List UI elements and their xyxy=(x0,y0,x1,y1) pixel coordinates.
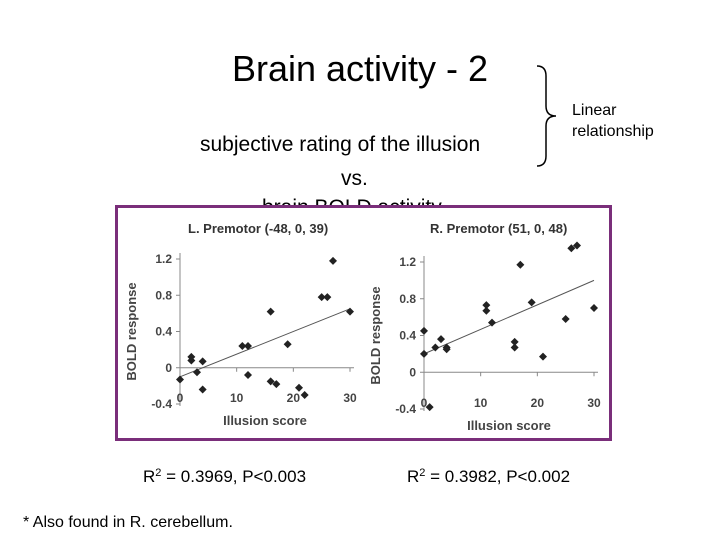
subtitle-line-1: subjective rating of the illusion xyxy=(200,133,481,156)
left-x-tick-label: 20 xyxy=(287,391,301,405)
annotation-note: Linear relationship xyxy=(572,100,654,142)
left-data-point xyxy=(323,293,332,302)
left-scatter-plot: L. Premotor (-48, 0, 39) -0.4 0 0.4 0.8 1.2 0 1… xyxy=(124,221,357,428)
right-x-axis-label: Illusion score xyxy=(467,418,551,433)
curly-brace-icon xyxy=(536,65,557,167)
left-y-tick-label: 0 xyxy=(165,361,172,375)
right-regression-line xyxy=(423,279,595,355)
footnote: * Also found in R. cerebellum. xyxy=(23,514,233,531)
right-data-point xyxy=(442,345,451,354)
right-plot-title: R. Premotor (51, 0, 48) xyxy=(430,221,567,236)
r2-left: R2 = 0.3969, P<0.003 xyxy=(143,467,306,487)
left-data-point xyxy=(300,390,309,399)
right-data-point xyxy=(425,403,434,412)
left-data-point xyxy=(198,357,207,366)
right-x-tick-label: 30 xyxy=(587,396,601,410)
right-data-point xyxy=(488,318,496,327)
left-data-point xyxy=(187,352,196,361)
left-y-tick-label: -0.4 xyxy=(151,397,172,411)
right-y-tick-label: 1.2 xyxy=(399,255,416,269)
right-data-point xyxy=(567,244,576,253)
r2-left-sup: 2 xyxy=(155,467,162,479)
subtitle-line-2: vs. xyxy=(341,167,368,190)
figure-svg: L. Premotor (-48, 0, 39) -0.4 0 0.4 0.8 1.2 0 1… xyxy=(124,221,601,433)
left-data-point xyxy=(346,307,354,316)
left-data-point xyxy=(295,383,303,392)
left-x-tick-label: 10 xyxy=(230,391,244,405)
right-y-tick-label: 0.8 xyxy=(399,292,416,306)
right-data-point xyxy=(590,303,598,312)
left-data-point xyxy=(193,368,201,377)
right-data-point xyxy=(561,314,570,323)
annotation-line-1: Linear xyxy=(572,102,617,119)
left-y-axis-label: BOLD response xyxy=(124,282,139,380)
right-data-point xyxy=(431,343,440,352)
left-y-tick-label: 1.2 xyxy=(155,252,172,266)
right-x-tick-label: 20 xyxy=(531,396,545,410)
left-data-point xyxy=(272,380,281,389)
right-data-point xyxy=(420,349,428,358)
slide-title: Brain activity - 2 xyxy=(231,48,489,89)
left-data-point xyxy=(266,377,275,386)
right-data-point xyxy=(482,306,491,315)
left-x-axis-label: Illusion score xyxy=(223,413,307,428)
right-y-tick-label: 0 xyxy=(409,365,416,379)
right-data-point xyxy=(527,298,536,307)
right-data-point xyxy=(539,352,547,361)
figure-frame: L. Premotor (-48, 0, 39) -0.4 0 0.4 0.8 1.2 0 1… xyxy=(115,205,612,441)
right-x-tick-label: 0 xyxy=(421,396,428,410)
left-y-tick-label: 0.4 xyxy=(155,325,172,339)
right-data-point xyxy=(573,241,581,250)
left-data-point xyxy=(283,340,292,349)
left-data-point xyxy=(176,375,184,384)
left-data-point xyxy=(198,385,207,394)
left-data-point xyxy=(329,256,337,265)
left-data-point xyxy=(244,342,252,350)
left-y-tick-label: 0.8 xyxy=(155,288,172,302)
left-regression-line xyxy=(179,308,351,378)
left-x-tick-label: 30 xyxy=(343,391,357,405)
right-data-point xyxy=(482,301,491,310)
right-y-tick-label: -0.4 xyxy=(395,402,416,416)
right-data-point xyxy=(516,260,525,269)
right-data-point xyxy=(437,335,445,344)
r2-left-base: R xyxy=(143,467,156,486)
left-data-point xyxy=(238,342,247,350)
left-x-tick-label: 0 xyxy=(177,391,184,405)
r2-right-text: = 0.3982, P<0.002 xyxy=(425,467,571,486)
r2-right-base: R xyxy=(407,467,420,486)
left-data-point xyxy=(317,293,326,302)
r2-right-sup: 2 xyxy=(419,467,426,479)
left-data-point xyxy=(244,371,252,379)
left-data-point xyxy=(266,307,275,316)
annotation-line-2: relationship xyxy=(572,123,654,140)
left-plot-title: L. Premotor (-48, 0, 39) xyxy=(188,221,328,236)
right-data-point xyxy=(420,326,428,335)
r2-left-text: = 0.3969, P<0.003 xyxy=(161,467,307,486)
right-y-tick-label: 0.4 xyxy=(399,329,416,343)
right-y-axis-label: BOLD response xyxy=(368,286,383,384)
right-x-tick-label: 10 xyxy=(474,396,488,410)
right-scatter-plot: R. Premotor (51, 0, 48) -0.4 0 0.4 0.8 1.2 0 10… xyxy=(368,221,601,433)
right-data-point xyxy=(510,343,519,352)
r2-right: R2 = 0.3982, P<0.002 xyxy=(407,467,570,487)
